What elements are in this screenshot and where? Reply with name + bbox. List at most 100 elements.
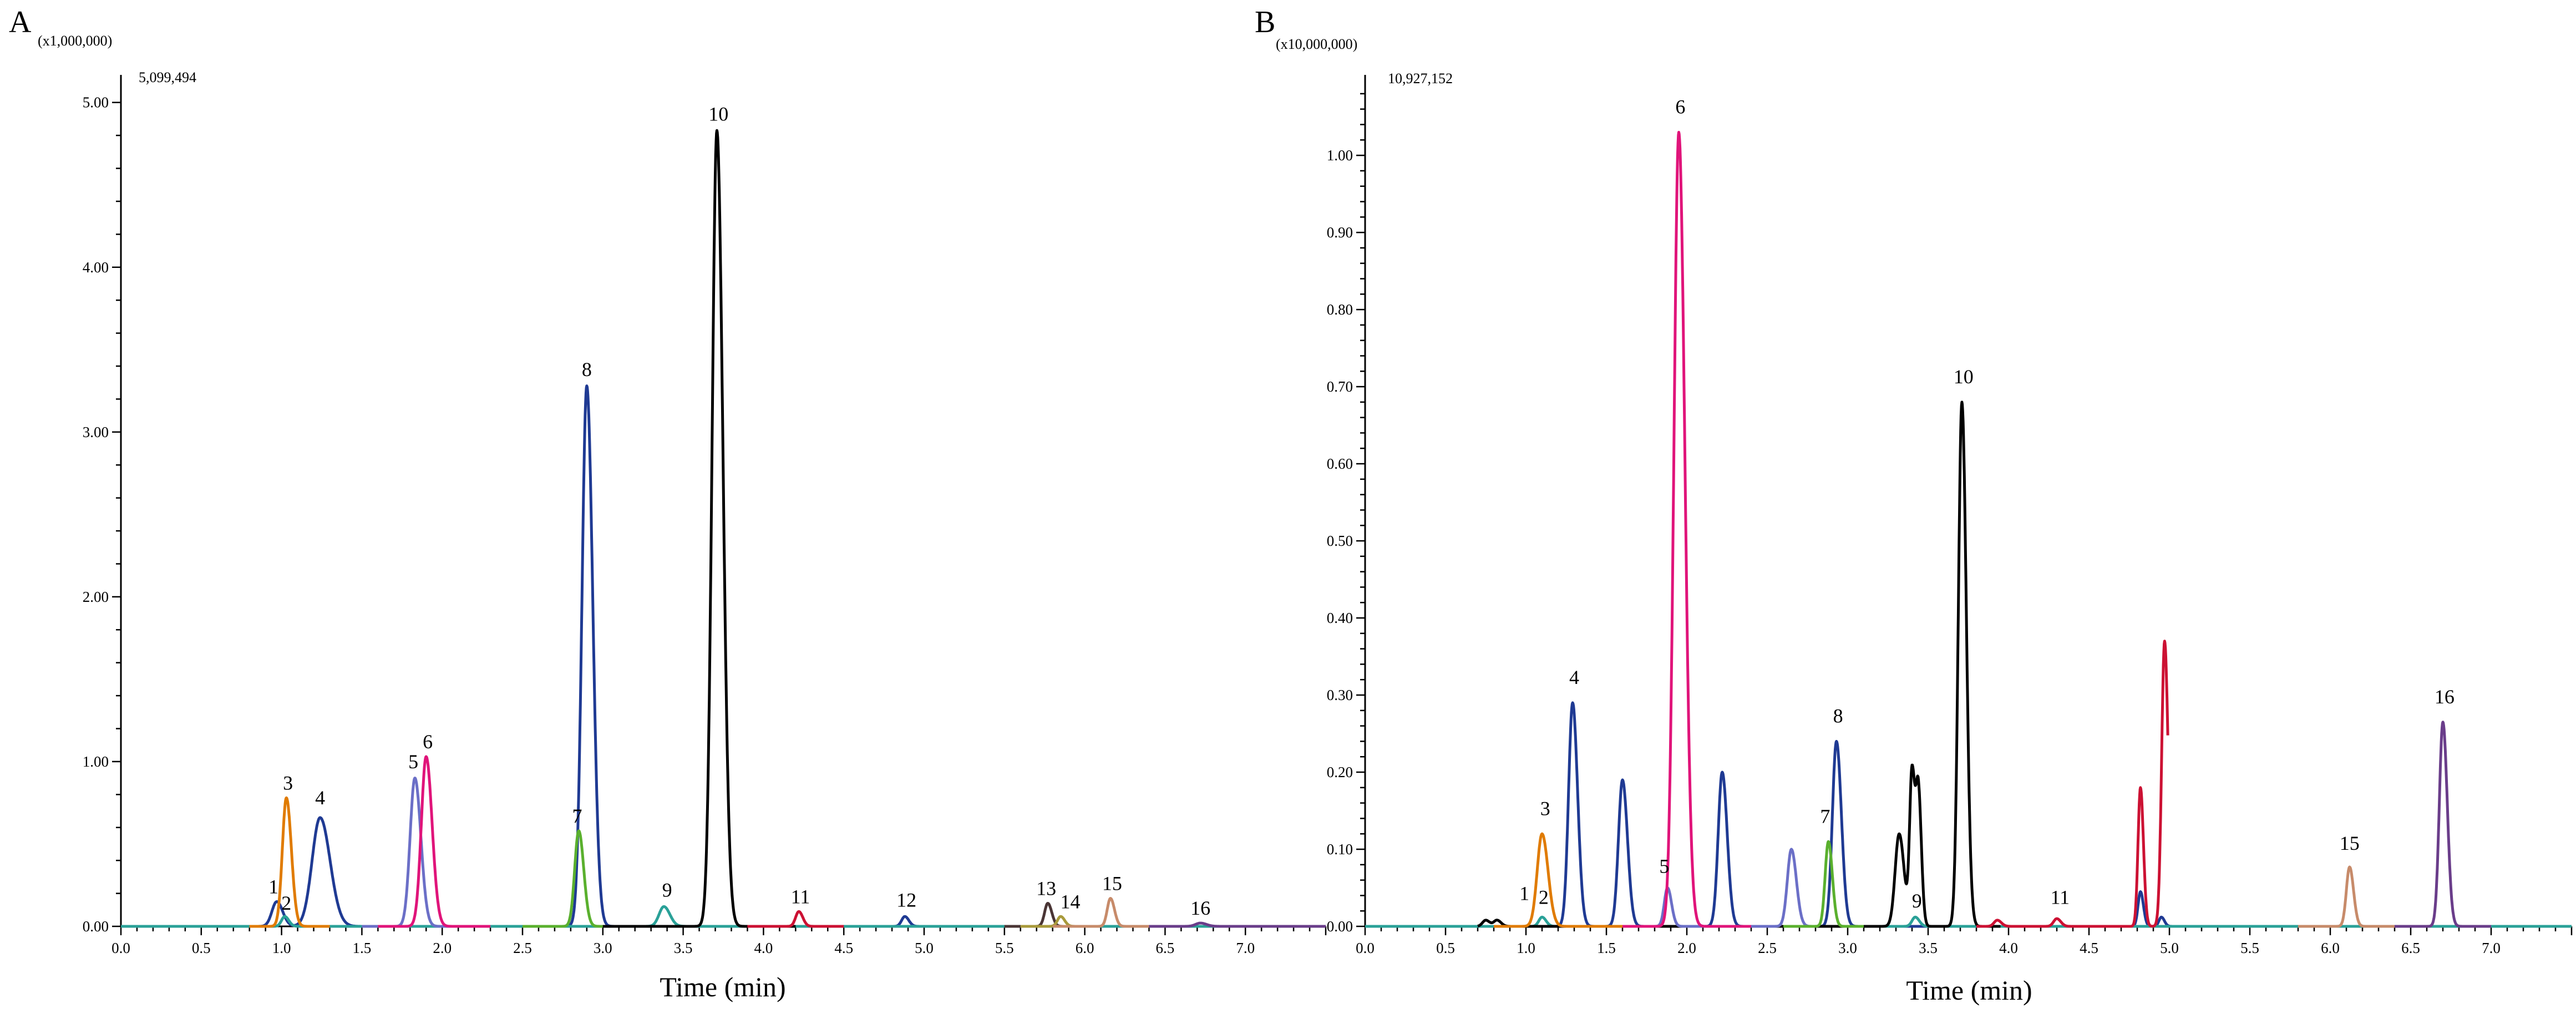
- panel-b-y-tick-label: 1.00: [1327, 147, 1353, 164]
- panel-b-trace-9: [2297, 865, 2412, 928]
- panel-a-trace-8: [746, 910, 845, 928]
- panel-a-x-axis-title: Time (min): [660, 971, 785, 1002]
- panel-a-peak-label-5: 5: [408, 751, 418, 773]
- panel-b-trace-7: [1782, 840, 1865, 928]
- panel-b-plot-area: 0.0 0.5 1.0 1.5 2.0 2.5 3.0 3.5 4.0 4.5 5.0 5.5 6.0 6…: [1327, 75, 2573, 956]
- panel-b-x-tick-label: 7.0: [2482, 940, 2501, 956]
- panel-b-peak-label-4: 4: [1569, 666, 1579, 688]
- panel-b-trace-2: [1364, 915, 2573, 928]
- panel-b-trace-6: [1621, 130, 1752, 928]
- panel-b-peak-label-8: 8: [1833, 705, 1843, 727]
- panel-b-peak-label-5: 5: [1659, 855, 1669, 878]
- panel-b-peak-label-15: 15: [2340, 832, 2360, 854]
- panel-a-y-tick-label: 2.00: [83, 589, 109, 605]
- panel-b-x-tick-label: 0.5: [1436, 940, 1455, 956]
- panel-b-peak-label-16: 16: [2435, 686, 2455, 708]
- panel-b-x-tick-label: 3.5: [1919, 940, 1938, 956]
- panel-b-x-tick-label: 5.5: [2240, 940, 2259, 956]
- panel-b-y-tick-label: 0.20: [1327, 764, 1353, 780]
- panel-a-x-tick-label: 5.0: [915, 940, 934, 956]
- panel-b-peak-label-11: 11: [2050, 886, 2070, 908]
- panel-b-x-tick-label: 4.0: [1999, 940, 2018, 956]
- panel-a-y-tick-label: 4.00: [83, 259, 109, 276]
- panel-b-y-tick-label: 0.40: [1327, 610, 1353, 626]
- panel-a-peak-label-12: 12: [896, 889, 916, 911]
- panel-a-x-tick-label: 6.0: [1076, 940, 1094, 956]
- panel-a-trace-4: [361, 777, 491, 928]
- panel-a-x-tick-label: 4.0: [754, 940, 773, 956]
- panel-a-x-tick-label: 1.0: [272, 940, 291, 956]
- panel-b-scale-label: (x10,000,000): [1276, 36, 1357, 52]
- panel-a-x-tick-label: 6.5: [1156, 940, 1175, 956]
- panel-b-peak-label-7: 7: [1820, 805, 1830, 827]
- panel-a-trace-5: [377, 755, 491, 928]
- panel-b-max-intensity: 10,927,152: [1388, 70, 1453, 87]
- panel-b-peak-label-9: 9: [1912, 890, 1922, 912]
- panel-b-y-tick-label: 0.50: [1327, 533, 1353, 549]
- panel-b-peak-label-10: 10: [1954, 366, 1974, 388]
- panel-a-x-tick-label: 3.0: [594, 940, 612, 956]
- panel-b-y-tick-label: 0.90: [1327, 224, 1353, 241]
- panel-b-trace-3: [1477, 400, 2002, 928]
- panel-b-peak-label-3: 3: [1540, 797, 1550, 819]
- panel-a-plot-area: 0.0 0.5 1.0 1.5 2.0 2.5 3.0 3.5 4.0 4.5 5.0 5.5 6.0 6…: [83, 75, 1327, 956]
- panel-a-peak-label-10: 10: [708, 103, 728, 125]
- panel-a-peak-label-2: 2: [281, 892, 291, 914]
- panel-a-peak-label-1: 1: [268, 876, 278, 898]
- panel-b-trace-8: [1975, 640, 2169, 928]
- panel-a-peak-label-4: 4: [315, 787, 325, 809]
- panel-b-x-tick-label: 2.5: [1758, 940, 1777, 956]
- panel-a-y-tick-label: 1.00: [83, 753, 109, 770]
- panel-a-peak-label-3: 3: [283, 772, 293, 794]
- chromatogram-panel-a: A (x1,000,000) 5,099,494 0.0 0.5 1.0 1.5 2.0…: [9, 5, 1327, 1002]
- panel-a-peak-label-15: 15: [1102, 873, 1122, 895]
- panel-a-max-intensity: 5,099,494: [139, 69, 196, 85]
- panel-a-x-tick-label: 7.0: [1236, 940, 1255, 956]
- panel-b-x-tick-label: 2.0: [1677, 940, 1696, 956]
- panel-b-x-tick-label: 5.0: [2160, 940, 2179, 956]
- panel-a-scale-label: (x1,000,000): [38, 33, 112, 49]
- panel-b-x-tick-label: 1.0: [1517, 940, 1535, 956]
- panel-b-x-tick-label: 0.0: [1356, 940, 1375, 956]
- panel-b-peak-label-6: 6: [1675, 96, 1685, 118]
- panel-b-x-tick-label: 1.5: [1597, 940, 1616, 956]
- panel-b-peak-label-2: 2: [1539, 886, 1549, 908]
- panel-b-letter: B: [1255, 5, 1275, 39]
- panel-a-y-tick-label: 0.00: [83, 918, 109, 935]
- panel-b-y-tick-label: 0.80: [1327, 301, 1353, 318]
- panel-a-peak-label-13: 13: [1036, 878, 1056, 900]
- panel-b-y-tick-label: 0.70: [1327, 378, 1353, 395]
- panel-a-x-tick-label: 2.5: [513, 940, 532, 956]
- panel-b-y-tick-label: 0.30: [1327, 687, 1353, 703]
- panel-a-trace-7: [602, 129, 797, 928]
- panel-b-trace-10: [2394, 721, 2492, 928]
- panel-b-x-tick-label: 4.5: [2080, 940, 2098, 956]
- panel-a-peak-label-11: 11: [791, 885, 810, 907]
- panel-a-x-tick-label: 2.0: [433, 940, 452, 956]
- panel-a-trace-12: [1148, 921, 1327, 928]
- panel-b-x-tick-label: 6.0: [2321, 940, 2340, 956]
- chromatogram-panel-b: B (x10,000,000) 10,927,152 0.0 0.5 1.0 1.5 2…: [1255, 5, 2573, 1006]
- panel-b-y-tick-label: 0.10: [1327, 841, 1353, 858]
- panel-a-peak-label-9: 9: [662, 879, 672, 901]
- panel-b-x-tick-label: 3.0: [1838, 940, 1857, 956]
- panel-b-x-axis-title: Time (min): [1906, 975, 2032, 1006]
- panel-a-peak-label-14: 14: [1061, 890, 1081, 912]
- panel-b-x-tick-label: 6.5: [2401, 940, 2420, 956]
- panel-a-peak-label-16: 16: [1190, 897, 1210, 919]
- panel-a-x-tick-label: 1.5: [353, 940, 372, 956]
- panel-a-peak-label-6: 6: [423, 731, 433, 753]
- panel-b-y-tick-label: 0.60: [1327, 455, 1353, 472]
- panel-a-peak-label-8: 8: [582, 358, 592, 381]
- panel-b-y-tick-label: 0.00: [1327, 918, 1353, 935]
- panel-a-x-tick-label: 5.5: [995, 940, 1014, 956]
- panel-a-letter: A: [9, 5, 32, 39]
- panel-a-y-tick-label: 5.00: [83, 94, 109, 111]
- panel-a-x-tick-label: 3.5: [674, 940, 693, 956]
- panel-a-trace-3: [248, 796, 331, 928]
- panel-b-peak-label-1: 1: [1519, 882, 1529, 904]
- panel-a-x-tick-label: 0.0: [111, 940, 130, 956]
- panel-a-x-tick-label: 0.5: [192, 940, 211, 956]
- panel-a-peak-label-7: 7: [572, 805, 582, 827]
